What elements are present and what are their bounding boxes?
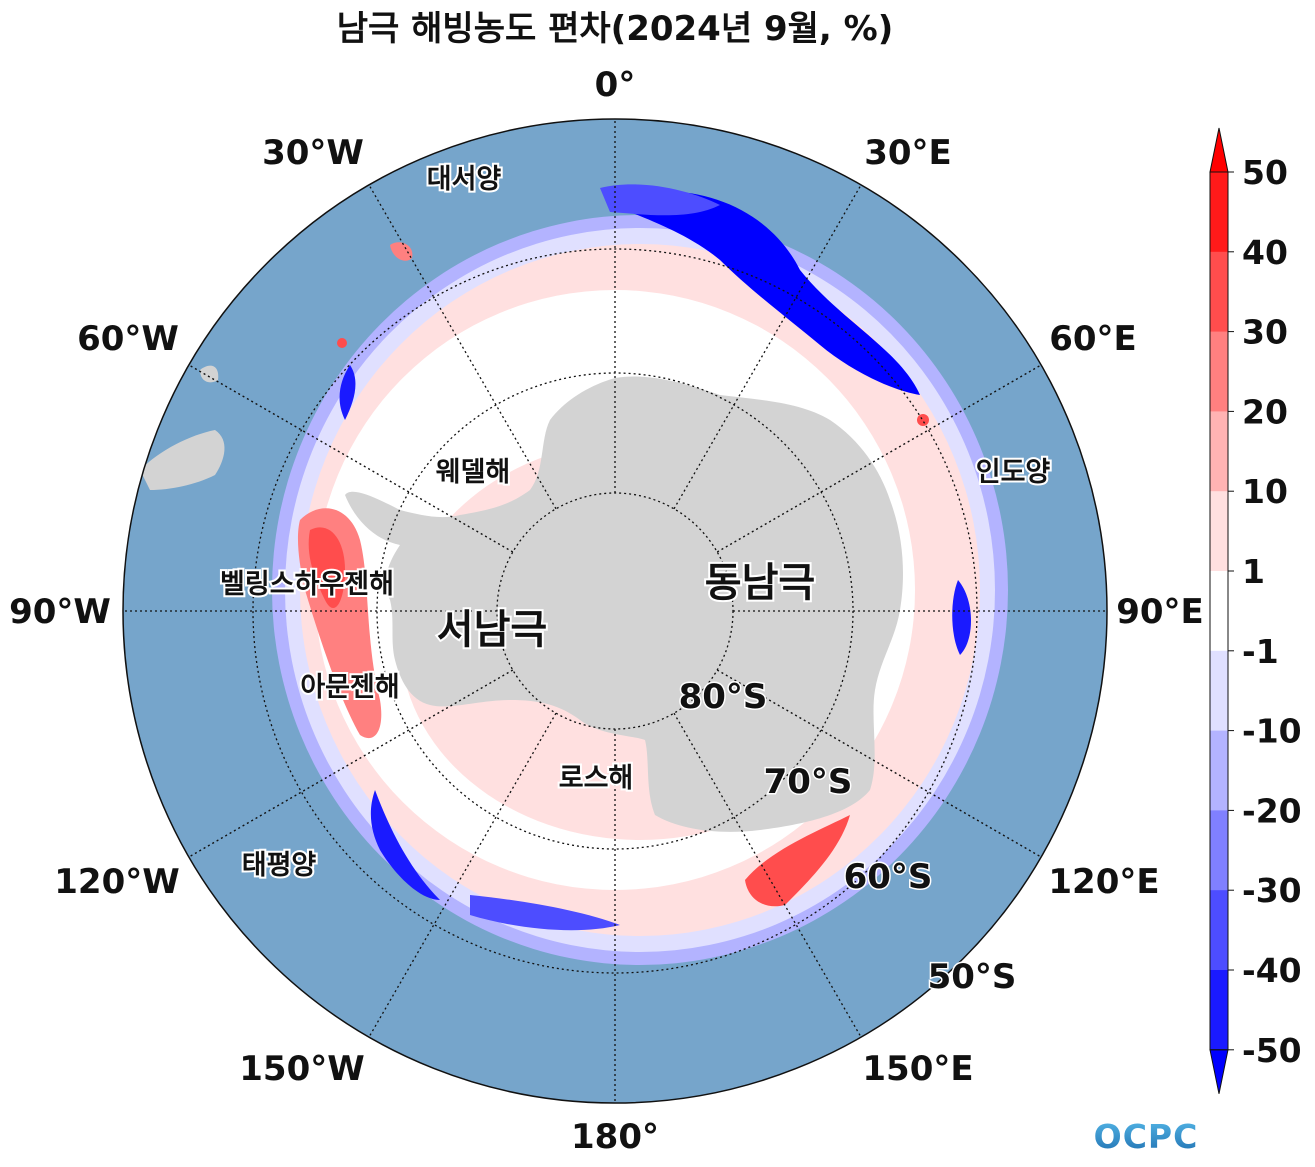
colorbar-tick-label: -50 — [1242, 1031, 1302, 1070]
meridian-line — [716, 669, 1042, 858]
label-weddell-sea: 웨델해 — [436, 457, 511, 488]
lon-label-150w: 150°W — [239, 1049, 364, 1089]
label-bellingshausen-sea: 벨링스하우젠해 — [220, 569, 394, 600]
ocpc-logo: OCPC — [1094, 1117, 1199, 1156]
meridian-line — [368, 184, 557, 510]
graticule — [122, 118, 1108, 1104]
lat-label-50s: 50°S — [928, 957, 1017, 997]
colorbar-segment — [1210, 411, 1228, 492]
label-east-antarctica: 동남극 — [705, 560, 815, 606]
colorbar-outline — [1209, 171, 1229, 1051]
colorbar-segment — [1210, 650, 1228, 732]
colorbar-segment — [1210, 810, 1228, 891]
anomaly-patch-minus50-east — [625, 191, 920, 395]
anomaly-patch-plus30-150e — [745, 815, 850, 907]
parallel-60s — [252, 248, 978, 974]
longitude-labels: 0° 30°E 60°E 90°E 120°E 150°E 180° 150°W… — [9, 65, 1204, 1157]
map-title: 남극 해빙농도 편차(2024년 9월, %) — [337, 9, 894, 49]
anomaly-patch-minus40-pacific — [370, 790, 440, 900]
map-boundary — [122, 118, 1108, 1104]
anomaly-patch-plus20-30w — [390, 242, 413, 261]
anomaly-patch-minus40-60w — [339, 365, 356, 420]
label-atlantic: 대서양 — [427, 164, 502, 195]
antarctica-landmass — [345, 376, 903, 832]
colorbar-tick-label: -20 — [1242, 791, 1302, 830]
colorbar-segment — [1210, 970, 1228, 1051]
anomaly-patch-plus30-60e — [917, 414, 929, 426]
colorbar-tick-label: 40 — [1242, 233, 1288, 272]
lon-label-180: 180° — [571, 1117, 659, 1157]
meridian-line — [368, 712, 557, 1038]
colorbar-extend-min — [1209, 1049, 1229, 1094]
anomaly-patch-plus30-bellingshausen — [308, 527, 345, 609]
colorbar-segment — [1210, 331, 1228, 412]
meridian-line — [673, 184, 862, 510]
colorbar-tick-label: -30 — [1242, 871, 1302, 910]
colorbar: 50 40 30 20 10 1 -1 -10 -20 -30 -40 -50 — [1209, 127, 1302, 1094]
colorbar-tick-label: 50 — [1242, 153, 1288, 192]
anomaly-patch-minus40-90e — [952, 580, 972, 655]
meridian-line — [716, 364, 1042, 553]
colorbar-tick-label: 20 — [1242, 392, 1288, 431]
colorbar-segment — [1210, 571, 1228, 652]
label-pacific: 태평양 — [242, 850, 317, 881]
latitude-labels: 80°S 70°S 60°S 50°S — [677, 676, 1018, 999]
colorbar-tick-label: 10 — [1242, 472, 1288, 511]
colorbar-tick-label: 1 — [1242, 552, 1265, 591]
lat-label-70s: 70°S — [764, 762, 853, 802]
label-west-antarctica: 서남극 — [437, 607, 547, 653]
colorbar-tick-label: -10 — [1242, 712, 1302, 751]
lon-label-30e: 30°E — [864, 133, 952, 173]
colorbar-segment — [1210, 251, 1228, 333]
label-ross-sea: 로스해 — [559, 763, 634, 794]
polar-map — [123, 119, 1107, 1103]
region-labels: 대서양 웨델해 인도양 벨링스하우젠해 아문젠해 로스해 태평양 동남극 서남극 — [218, 162, 1052, 883]
lon-label-120w: 120°W — [54, 862, 179, 902]
lon-label-60w: 60°W — [77, 319, 179, 359]
lon-label-30w: 30°W — [262, 133, 364, 173]
colorbar-tick-label: -1 — [1242, 632, 1279, 671]
lat-label-60s: 60°S — [844, 857, 933, 897]
label-amundsen-sea: 아문젠해 — [300, 672, 399, 703]
colorbar-segment — [1210, 172, 1228, 253]
lon-label-90w: 90°W — [9, 592, 111, 632]
lon-label-0: 0° — [595, 65, 636, 105]
colorbar-extend-max — [1209, 127, 1229, 173]
meridians — [123, 119, 1107, 1103]
anomaly-patch-plus30-60w — [337, 338, 347, 348]
meridian-line — [188, 364, 514, 553]
colorbar-tick-label: -40 — [1242, 951, 1302, 990]
south-america-landmass — [140, 430, 225, 490]
lon-label-90e: 90°E — [1116, 592, 1204, 632]
meridian-line — [673, 712, 862, 1038]
anomaly-patch-minus40-north — [600, 184, 720, 216]
falkland-islands — [200, 365, 219, 383]
lon-label-150e: 150°E — [862, 1049, 973, 1089]
colorbar-segment — [1210, 890, 1228, 971]
colorbar-segment — [1210, 730, 1228, 811]
lon-label-60e: 60°E — [1049, 319, 1137, 359]
lon-label-120e: 120°E — [1048, 862, 1159, 902]
anomaly-patch-minus30-south — [470, 895, 620, 931]
label-indian-ocean: 인도양 — [976, 457, 1051, 488]
colorbar-tick-label: 30 — [1242, 313, 1288, 352]
colorbar-segment — [1210, 491, 1228, 572]
meridian-line — [188, 669, 514, 858]
lat-label-80s: 80°S — [679, 677, 768, 717]
